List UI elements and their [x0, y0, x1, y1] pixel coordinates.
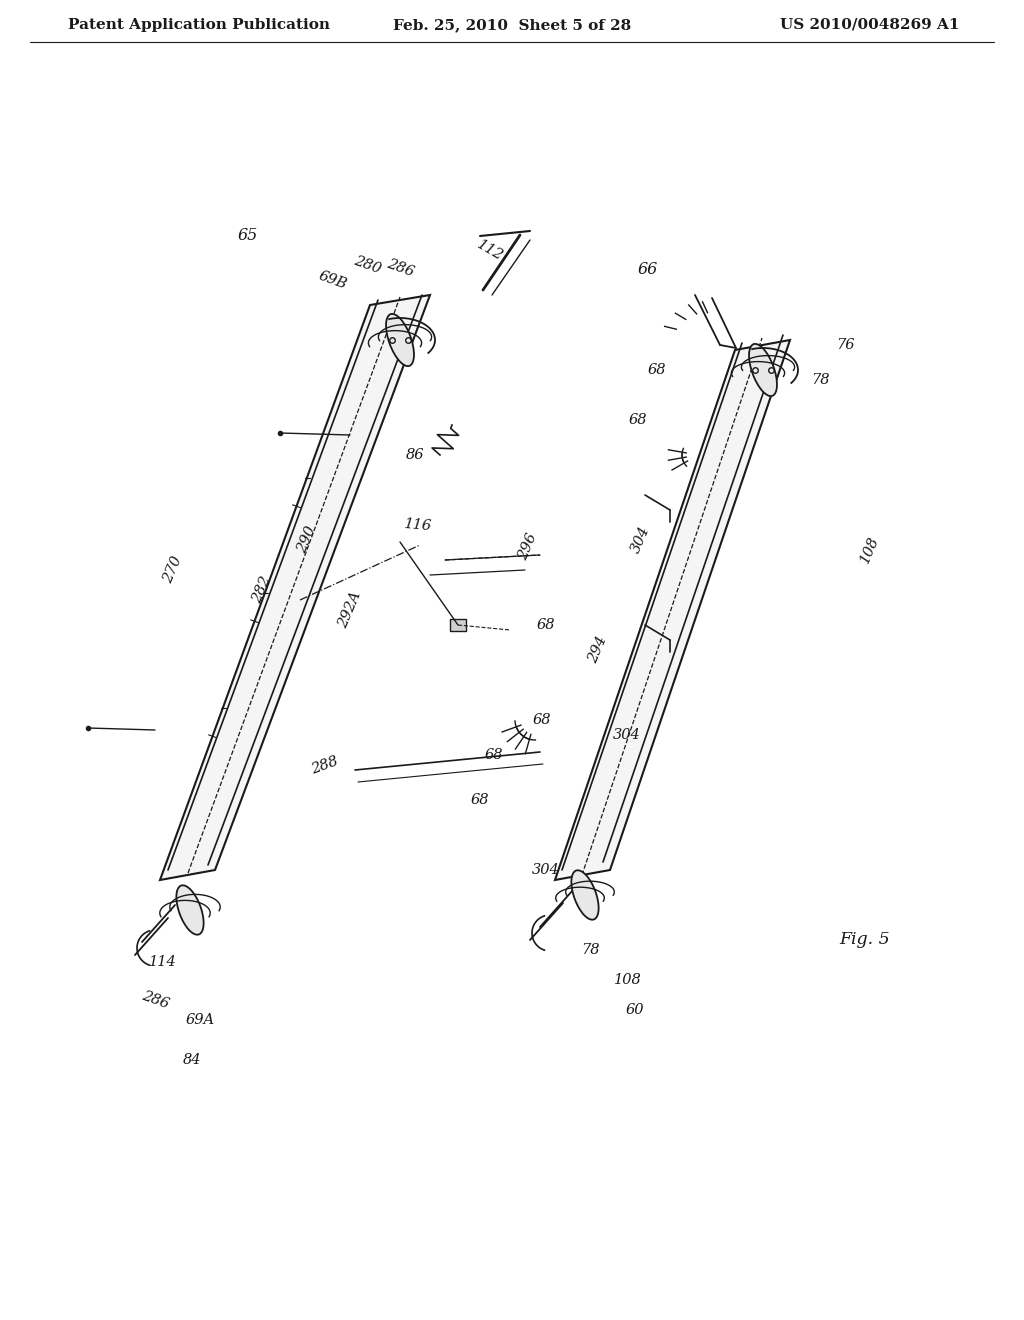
- Text: 78: 78: [581, 942, 599, 957]
- Text: 280: 280: [351, 253, 382, 276]
- Text: 76: 76: [836, 338, 854, 352]
- Text: 78: 78: [811, 374, 829, 387]
- Text: 66: 66: [638, 261, 658, 279]
- Ellipse shape: [749, 345, 777, 396]
- Text: Feb. 25, 2010  Sheet 5 of 28: Feb. 25, 2010 Sheet 5 of 28: [393, 18, 631, 32]
- Text: 60: 60: [626, 1003, 644, 1016]
- Text: Fig. 5: Fig. 5: [840, 932, 890, 949]
- Text: 69B: 69B: [316, 268, 349, 292]
- Text: 86: 86: [406, 447, 424, 462]
- Text: 68: 68: [537, 618, 555, 632]
- Polygon shape: [160, 294, 430, 880]
- Text: 108: 108: [614, 973, 642, 987]
- Text: 286: 286: [139, 989, 170, 1011]
- Polygon shape: [450, 619, 466, 631]
- Text: 116: 116: [403, 517, 432, 533]
- Text: 294: 294: [586, 635, 610, 665]
- Ellipse shape: [386, 314, 414, 366]
- Text: 270: 270: [161, 554, 185, 586]
- Text: 304: 304: [613, 729, 641, 742]
- Text: 68: 68: [648, 363, 667, 378]
- Text: 296: 296: [516, 532, 540, 562]
- Text: US 2010/0048269 A1: US 2010/0048269 A1: [780, 18, 961, 32]
- Text: 282: 282: [250, 574, 273, 606]
- Text: 290: 290: [295, 524, 318, 556]
- Text: Patent Application Publication: Patent Application Publication: [68, 18, 330, 32]
- Text: 68: 68: [629, 413, 647, 426]
- Text: 114: 114: [150, 954, 177, 969]
- Ellipse shape: [176, 886, 204, 935]
- Text: 304: 304: [532, 863, 560, 876]
- Text: 304: 304: [629, 524, 653, 556]
- Text: 68: 68: [532, 713, 551, 727]
- Text: 108: 108: [858, 535, 882, 565]
- Text: 292A: 292A: [336, 590, 364, 631]
- Text: 68: 68: [484, 748, 503, 762]
- Text: 112: 112: [474, 238, 506, 263]
- Text: 65: 65: [238, 227, 258, 243]
- Text: 288: 288: [309, 754, 340, 776]
- Text: 84: 84: [182, 1053, 202, 1067]
- Text: 69A: 69A: [185, 1012, 215, 1027]
- Text: 68: 68: [471, 793, 489, 807]
- Text: 286: 286: [385, 256, 416, 280]
- Polygon shape: [555, 341, 790, 880]
- Ellipse shape: [571, 870, 599, 920]
